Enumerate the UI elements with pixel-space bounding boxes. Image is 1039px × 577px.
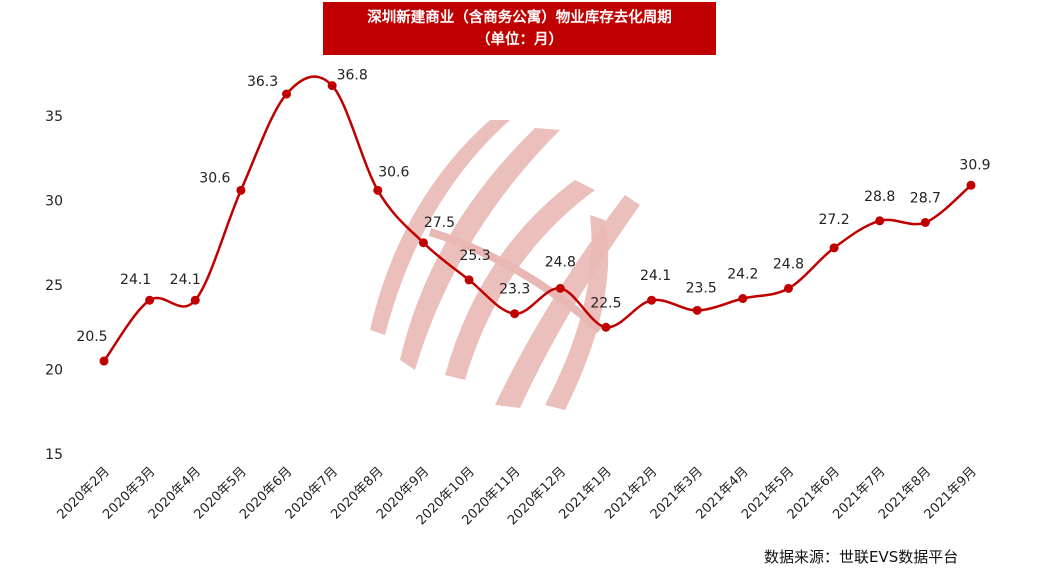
data-point (966, 180, 976, 190)
data-label: 24.2 (727, 267, 758, 283)
data-point (464, 275, 474, 285)
data-source-note: 数据来源：世联EVS数据平台 (764, 548, 959, 566)
y-tick-label: 20 (45, 363, 63, 379)
y-tick-label: 35 (45, 109, 63, 125)
data-label: 24.1 (120, 272, 151, 288)
watermark-logo (370, 120, 640, 410)
chart-title: 深圳新建商业（含商务公寓）物业库存去化周期 (367, 9, 672, 26)
data-label: 24.8 (545, 254, 576, 270)
data-label: 27.5 (424, 215, 455, 231)
data-label: 30.9 (959, 157, 990, 173)
data-point (510, 309, 520, 319)
data-label: 24.1 (170, 272, 201, 288)
watermark-stripe (400, 128, 560, 370)
watermark-stripe (370, 120, 510, 335)
data-point (418, 238, 428, 248)
data-point (236, 185, 246, 195)
data-point (738, 294, 748, 304)
y-tick-label: 30 (45, 194, 63, 210)
y-tick-label: 25 (45, 278, 63, 294)
data-label: 24.8 (773, 256, 804, 272)
data-point (829, 243, 839, 253)
data-point (190, 295, 200, 305)
data-point (373, 185, 383, 195)
data-point (875, 216, 885, 226)
y-tick-label: 15 (45, 447, 63, 463)
data-point (647, 295, 657, 305)
data-point (282, 89, 292, 99)
chart-title-box: 深圳新建商业（含商务公寓）物业库存去化周期 （单位：月） (323, 2, 716, 55)
x-axis: 2020年2月2020年3月2020年4月2020年5月2020年6月2020年… (55, 464, 980, 528)
data-points (99, 81, 976, 366)
data-label: 28.7 (910, 190, 941, 206)
data-label: 27.2 (819, 212, 850, 228)
data-label: 22.5 (590, 295, 621, 311)
data-point (145, 295, 155, 305)
watermark-stripe (545, 215, 609, 410)
watermark-stripe (428, 228, 603, 334)
y-axis: 15 20 25 30 35 (45, 109, 63, 463)
data-point (327, 81, 337, 91)
data-label: 30.6 (378, 164, 409, 180)
data-point (555, 283, 565, 293)
data-point (920, 217, 930, 227)
data-labels: 20.5 24.1 24.1 30.6 36.3 36.8 30.6 27.5 25.3 23.3… (76, 68, 990, 345)
data-point (99, 356, 109, 366)
data-label: 23.3 (499, 282, 530, 298)
data-label: 36.3 (247, 74, 278, 90)
data-label: 28.8 (864, 189, 895, 205)
data-label: 23.5 (686, 280, 717, 296)
data-label: 36.8 (337, 68, 368, 84)
data-point (601, 322, 611, 332)
data-point (783, 283, 793, 293)
chart-subtitle: （单位：月） (476, 31, 563, 48)
data-label: 24.1 (640, 268, 671, 284)
data-point (692, 305, 702, 315)
watermark-stripe (445, 180, 595, 380)
data-label: 25.3 (459, 248, 490, 264)
data-label: 30.6 (199, 170, 230, 186)
data-label: 20.5 (76, 329, 107, 345)
